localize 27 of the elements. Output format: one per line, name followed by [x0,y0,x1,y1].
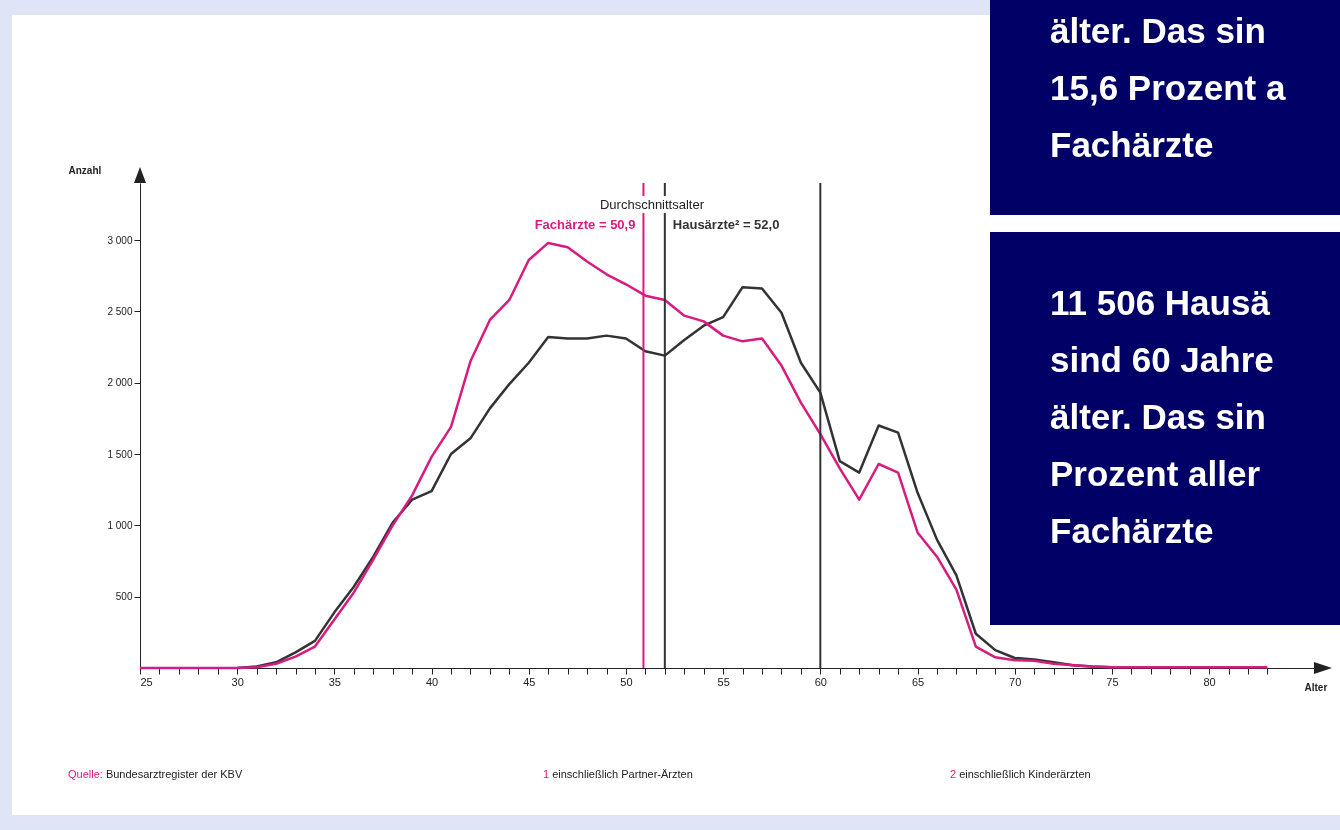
x-tick-label: 25 [140,675,153,688]
x-tick-label: 45 [523,675,536,688]
y-tick-label: 500 [115,591,133,603]
x-tick-label: 60 [814,675,827,688]
x-tick-label: 50 [620,675,633,688]
x-tick-label: 75 [1106,675,1119,688]
ref-line-label: Hausärzte² = 52,0 [672,217,780,232]
text-box: 11 506 Hausä sind 60 Jahre älter. Das sin Prozent aller Fachärzte [990,232,1340,625]
ref-line-label: Fachärzte = 50,9 [534,217,636,232]
x-tick-label: 40 [425,675,439,688]
y-tick-label: 1 500 [107,448,133,460]
y-tick-label: 2 500 [107,305,133,317]
x-tick-label: 35 [328,675,342,688]
x-tick-label: 80 [1203,675,1216,688]
x-tick-label: 65 [911,675,925,688]
source-note: Quelle: Bundesarztregister der KBV [68,768,243,780]
y-tick-label: 3 000 [107,234,133,246]
x-tick-label: 30 [231,675,244,688]
text: 1 einschließlich Partner-Ärzten [543,768,693,780]
text: 2 einschließlich Kinderärzten [950,768,1091,780]
x-tick-label: 70 [1009,675,1022,688]
x-tick-label: 55 [717,675,730,688]
y-tick-label: 2 000 [107,377,133,389]
y-tick-label: 1 000 [107,519,133,531]
x-axis-title: Alter [1304,681,1328,693]
text-box: älter. Das sin 15,6 Prozent a Fachärzte [990,0,1340,215]
y-axis-title: Anzahl [68,164,102,176]
